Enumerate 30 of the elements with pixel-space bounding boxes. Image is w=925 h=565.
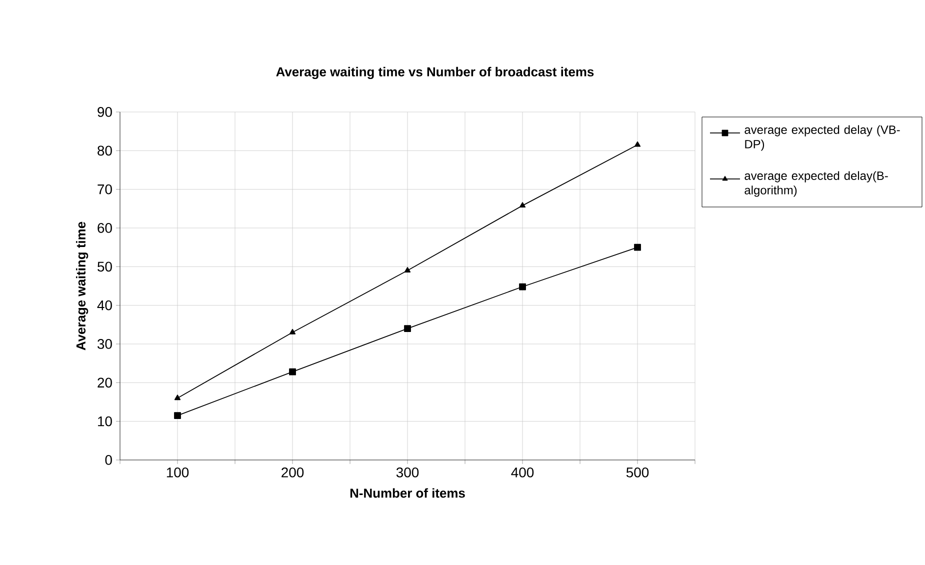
x-axis-title: N-Number of items <box>350 488 465 498</box>
y-tick-label: 70 <box>98 184 112 194</box>
point <box>519 202 526 208</box>
y-tick-label: 90 <box>98 107 112 117</box>
point <box>404 325 411 332</box>
y-tick-label: 80 <box>98 146 112 156</box>
x-tick-label: 100 <box>166 467 189 478</box>
point <box>634 244 641 251</box>
y-tick-label: 40 <box>97 300 112 310</box>
point <box>519 283 526 290</box>
y-tick-label: 30 <box>98 339 112 349</box>
y-tick-label: 60 <box>98 223 112 233</box>
y-tick-label: 0 <box>105 455 112 465</box>
x-tick-label: 200 <box>282 467 304 478</box>
legend-label: average expected delay(B-algorithm) <box>744 171 888 197</box>
x-tick-label: 500 <box>626 467 649 478</box>
legend-label: average expected delay (VB-DP) <box>744 125 900 151</box>
x-tick-label: 300 <box>396 467 419 478</box>
y-tick-label: 10 <box>98 416 112 426</box>
point <box>404 267 411 272</box>
y-tick-label: 50 <box>98 262 112 272</box>
point <box>289 368 296 376</box>
point <box>634 141 641 147</box>
y-axis-title: Average waiting time <box>76 222 88 350</box>
y-tick-label: 20 <box>98 378 112 388</box>
x-tick-label: 400 <box>511 467 534 478</box>
point <box>289 328 296 334</box>
point <box>174 394 181 400</box>
point <box>174 412 181 419</box>
chart-title: Average waiting time vs Number of broadcast items <box>276 66 594 80</box>
